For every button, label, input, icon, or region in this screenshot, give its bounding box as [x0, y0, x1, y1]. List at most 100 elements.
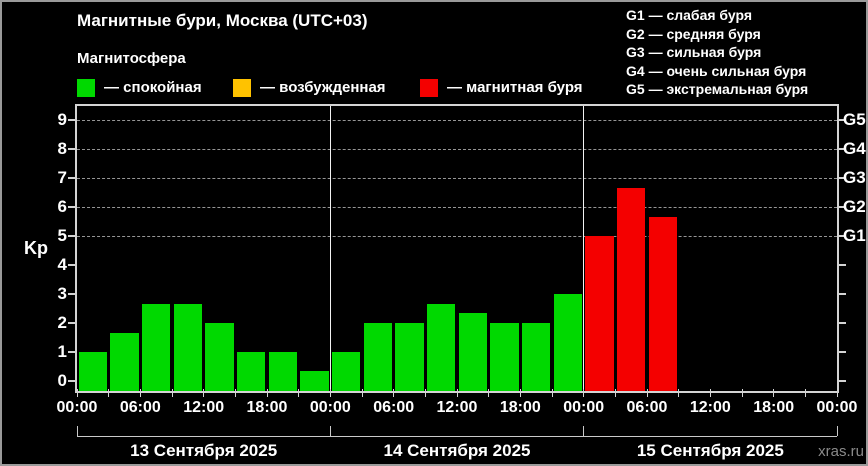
- x-axis-tick: [773, 389, 775, 397]
- x-axis-tick: [203, 389, 205, 397]
- gridline-kp-8: [77, 149, 837, 150]
- kp-bar: [395, 323, 424, 391]
- y-axis-tick-right: [839, 380, 846, 382]
- x-axis-tick: [583, 389, 585, 397]
- x-axis-tick: [709, 389, 711, 397]
- kp-bar: [141, 303, 171, 391]
- kp-bar: [553, 294, 583, 391]
- date-bracket-tick: [76, 426, 78, 436]
- y-axis-label: 8: [57, 139, 67, 158]
- x-axis-tick: [741, 389, 743, 397]
- y-axis-tick: [68, 206, 75, 208]
- legend-item-quiet: — спокойная: [77, 78, 202, 97]
- x-axis-tick: [108, 389, 110, 397]
- x-axis-tick: [329, 389, 331, 397]
- storm-color-swatch: [420, 78, 438, 97]
- kp-bar: [331, 352, 361, 391]
- y-axis-label: 5: [57, 226, 67, 245]
- kp-bar: [521, 323, 551, 391]
- x-axis-label: 18:00: [753, 399, 795, 416]
- x-axis-tick: [266, 389, 268, 397]
- y-axis-label: 3: [57, 284, 67, 303]
- kp-bar: [363, 323, 393, 391]
- y-axis-tick: [68, 322, 75, 324]
- x-axis-label: 12:00: [436, 399, 478, 416]
- x-axis-label: 18:00: [499, 399, 541, 416]
- date-bracket-tick: [329, 426, 331, 436]
- y-axis-label: 9: [57, 110, 67, 129]
- y-axis-tick-right: [839, 148, 846, 150]
- right-axis-label-g5: G5: [843, 110, 866, 129]
- right-axis-label-g1: G1: [843, 226, 866, 245]
- x-axis-tick: [171, 389, 173, 397]
- chart-subtitle: Магнитосфера: [77, 50, 186, 67]
- x-axis-label: 06:00: [626, 399, 668, 416]
- date-label: 15 Сентября 2025: [636, 441, 784, 460]
- legend-item-storm: — магнитная буря: [420, 78, 583, 97]
- x-axis-label: 00:00: [816, 399, 858, 416]
- y-axis-label: 6: [57, 197, 67, 216]
- y-axis-tick: [68, 293, 75, 295]
- y-axis-tick-right: [839, 322, 846, 324]
- x-axis-label: 06:00: [373, 399, 415, 416]
- x-axis-tick: [678, 389, 680, 397]
- date-bracket: [77, 436, 837, 437]
- y-axis-label: 0: [57, 371, 67, 390]
- right-axis-label-g2: G2: [843, 197, 866, 216]
- kp-bar: [458, 313, 488, 391]
- kp-bar: [490, 323, 519, 391]
- date-bracket-tick: [583, 426, 585, 436]
- x-axis-label: 06:00: [119, 399, 161, 416]
- y-axis-tick-right: [839, 293, 846, 295]
- quiet-color-swatch: [77, 78, 95, 97]
- y-axis-tick-right: [839, 177, 846, 179]
- kp-bar: [205, 323, 234, 391]
- x-axis-tick: [614, 389, 616, 397]
- excited-color-swatch: [233, 78, 251, 97]
- x-axis-tick: [456, 389, 458, 397]
- legend-label-excited: — возбужденная: [260, 79, 386, 96]
- y-axis-title: Kp: [24, 238, 48, 258]
- right-axis-label-g3: G3: [843, 168, 866, 187]
- storm-scale-g3: G3 — сильная буря: [626, 44, 762, 61]
- kp-bar: [236, 352, 266, 391]
- kp-bar: [426, 303, 456, 391]
- kp-bar: [585, 236, 614, 391]
- x-axis-tick: [298, 389, 300, 397]
- x-axis-tick: [361, 389, 363, 397]
- y-axis-tick-right: [839, 206, 846, 208]
- y-axis-tick-right: [839, 264, 846, 266]
- plot-area: 0 1 2 3 4 5 6 7 8 9 G1 G2 G3 G4 G5 00:00 06:00 12:00 18:00…: [57, 104, 866, 460]
- chart-title: Магнитные бури, Москва (UTC+03): [77, 11, 368, 30]
- x-axis-tick: [234, 389, 236, 397]
- gridline-kp-6: [77, 207, 837, 208]
- y-axis-tick: [68, 235, 75, 237]
- y-axis-tick: [68, 264, 75, 266]
- legend-label-storm: — магнитная буря: [447, 79, 583, 96]
- day-separator: [329, 106, 331, 391]
- y-axis-tick: [68, 119, 75, 121]
- x-axis-tick: [488, 389, 490, 397]
- x-axis-tick: [139, 389, 141, 397]
- y-axis-tick-right: [839, 235, 846, 237]
- x-axis-tick: [393, 389, 395, 397]
- x-axis-tick: [519, 389, 521, 397]
- x-axis-tick: [551, 389, 553, 397]
- x-axis-tick: [646, 389, 648, 397]
- legend-label-quiet: — спокойная: [104, 79, 202, 96]
- x-axis-label: 18:00: [246, 399, 288, 416]
- x-axis-tick: [804, 389, 806, 397]
- date-label: 14 Сентября 2025: [383, 441, 531, 460]
- y-axis-tick-right: [839, 351, 846, 353]
- x-axis-tick: [424, 389, 426, 397]
- x-axis-label: 00:00: [56, 399, 98, 416]
- y-axis-label: 4: [57, 255, 67, 274]
- y-axis-label: 7: [57, 168, 67, 187]
- x-axis-tick: [76, 389, 78, 397]
- gridline-kp-9: [77, 120, 837, 121]
- kp-bar: [300, 371, 329, 391]
- kp-bar: [173, 303, 203, 391]
- y-axis-tick: [68, 380, 75, 382]
- gridline-kp-5: [77, 236, 837, 237]
